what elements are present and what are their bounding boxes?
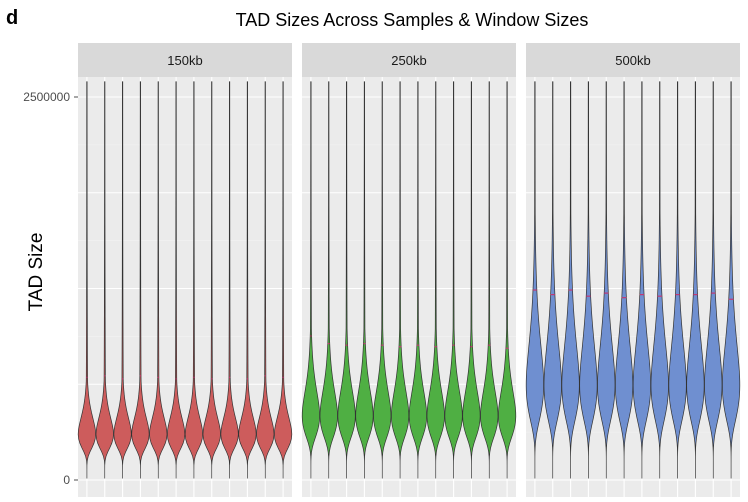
facet-strip	[526, 43, 740, 77]
chart-title: TAD Sizes Across Samples & Window Sizes	[236, 10, 589, 30]
violin	[256, 81, 275, 479]
facet-strip-label: 250kb	[391, 53, 426, 68]
violin	[390, 81, 410, 479]
violin	[77, 81, 97, 479]
violin	[480, 81, 499, 479]
violin	[497, 81, 517, 479]
violin	[238, 81, 257, 479]
facet-500kb: 500kb	[525, 43, 741, 497]
facet-strip	[302, 43, 516, 77]
violin	[220, 81, 239, 479]
y-axis: 0 2500000	[23, 90, 78, 487]
violin	[462, 81, 481, 479]
y-axis-label: TAD Size	[26, 233, 47, 312]
panel-letter: d	[6, 7, 18, 29]
facet-strip-label: 150kb	[167, 53, 202, 68]
violin	[319, 81, 338, 479]
facets: 150kb 250kb 500kb	[77, 43, 741, 497]
facet-250kb: 250kb	[301, 43, 517, 497]
violin	[355, 81, 374, 479]
facet-strip	[78, 43, 292, 77]
violin	[543, 81, 562, 479]
y-tick-label: 0	[63, 473, 70, 487]
violin	[444, 81, 463, 479]
facet-150kb: 150kb	[77, 43, 293, 497]
violin	[704, 81, 723, 479]
violin	[579, 81, 598, 479]
violin	[166, 81, 186, 479]
violin	[273, 81, 293, 479]
facet-panel	[78, 77, 292, 497]
violin	[408, 81, 428, 479]
facet-strip-label: 500kb	[615, 53, 650, 68]
violin	[426, 81, 445, 479]
violin	[668, 81, 687, 479]
violin	[721, 81, 741, 479]
violin	[149, 81, 168, 479]
facet-panel	[526, 77, 740, 497]
violin	[95, 81, 114, 479]
violin	[113, 81, 132, 479]
violin	[184, 81, 204, 479]
violin	[561, 81, 580, 479]
violin	[373, 81, 392, 479]
violin	[650, 81, 669, 479]
violin	[131, 81, 150, 479]
y-tick-label: 2500000	[23, 90, 70, 104]
violin	[686, 81, 705, 479]
violin	[614, 81, 634, 479]
violin	[301, 81, 321, 479]
violin	[632, 81, 652, 479]
facet-panel	[302, 77, 516, 497]
violin	[597, 81, 616, 479]
violin	[525, 81, 545, 479]
violin	[337, 81, 356, 479]
violin	[202, 81, 221, 479]
